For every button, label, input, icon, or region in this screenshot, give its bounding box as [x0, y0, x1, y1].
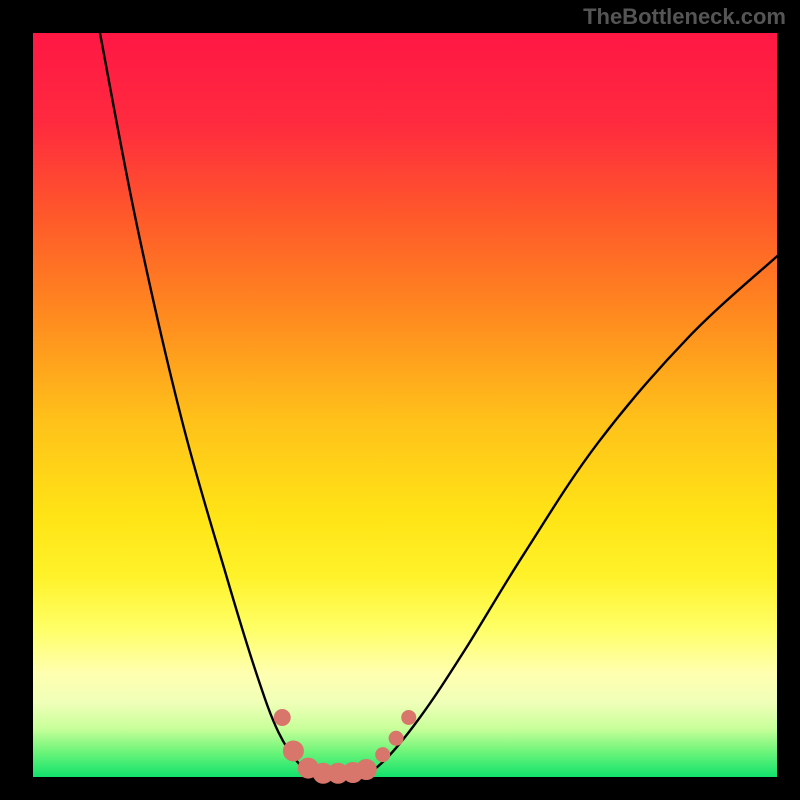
marker-point: [283, 741, 303, 761]
marker-point: [402, 710, 416, 724]
marker-point: [376, 748, 390, 762]
chart-outer-frame: TheBottleneck.com: [0, 0, 800, 800]
chart-svg: [0, 0, 800, 800]
marker-point: [389, 731, 403, 745]
marker-point: [274, 709, 290, 725]
watermark-text: TheBottleneck.com: [583, 4, 786, 30]
gradient-background: [33, 33, 777, 777]
marker-point: [356, 760, 376, 780]
